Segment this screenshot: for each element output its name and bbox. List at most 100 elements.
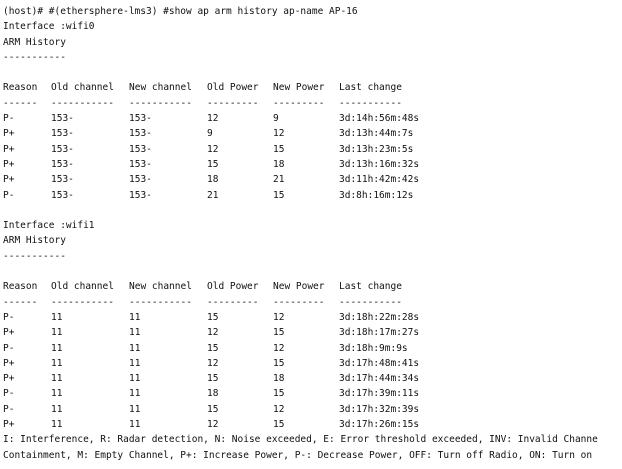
cell-old-power: 12 [207, 419, 219, 431]
table-row: P+ 153- 153- 12 15 3d:13h:23m:5s [3, 142, 622, 157]
cell-new-channel: 153- [129, 128, 152, 140]
cell-reason: P+ [3, 373, 15, 385]
header-old-channel: Old channel [51, 281, 114, 293]
cell-new-power: 15 [273, 419, 285, 431]
cell-reason: P- [3, 311, 15, 323]
cell-new-power: 15 [273, 388, 285, 400]
cell-last-change: 3d:13h:44m:7s [339, 128, 414, 140]
cell-last-change: 3d:14h:56m:48s [339, 113, 420, 125]
cell-last-change: 3d:18h:9m:9s [339, 342, 408, 354]
command-prompt-line: (host)# #(ethersphere-lms3) #show ap arm… [3, 6, 358, 17]
arm-history-underline: ----------- [3, 250, 66, 262]
cell-last-change: 3d:18h:22m:28s [339, 311, 420, 323]
cell-reason: P- [3, 403, 15, 415]
header-old-channel: Old channel [51, 82, 114, 94]
header-new-channel: New channel [129, 281, 192, 293]
cell-old-power: 12 [207, 357, 219, 369]
cell-old-channel: 153- [51, 113, 74, 125]
table-header-row: Reason Old channel New channel Old Power… [3, 80, 622, 95]
cell-last-change: 3d:8h:16m:12s [339, 189, 414, 201]
cell-last-change: 3d:13h:23m:5s [339, 143, 414, 155]
arm-history-underline: ----------- [3, 51, 66, 63]
arm-history-title: ARM History [3, 235, 66, 247]
interface-label: Interface :wifi1 [3, 220, 95, 232]
cell-last-change: 3d:17h:48m:41s [339, 357, 420, 369]
header-new-channel: New channel [129, 82, 192, 94]
cell-last-change: 3d:17h:26m:15s [339, 419, 420, 431]
divider-old-power: --------- [207, 97, 259, 109]
cell-old-power: 18 [207, 174, 219, 186]
table-row: P- 11 11 15 12 3d:18h:22m:28s [3, 310, 622, 325]
cell-new-power: 9 [273, 113, 279, 125]
header-old-power: Old Power [207, 82, 259, 94]
cell-reason: P+ [3, 143, 15, 155]
cell-reason: P+ [3, 419, 15, 431]
cell-new-power: 15 [273, 357, 285, 369]
table-header-row: Reason Old channel New channel Old Power… [3, 279, 622, 294]
blank-line [3, 65, 622, 80]
table-row: P- 11 11 15 12 3d:17h:32m:39s [3, 402, 622, 417]
cell-last-change: 3d:18h:17m:27s [339, 327, 420, 339]
table-divider-row: ------ ----------- ----------- ---------… [3, 96, 622, 111]
cell-new-channel: 11 [129, 419, 141, 431]
cell-last-change: 3d:17h:44m:34s [339, 373, 420, 385]
cell-new-channel: 11 [129, 311, 141, 323]
header-new-power: New Power [273, 82, 325, 94]
cell-old-channel: 11 [51, 311, 63, 323]
cell-old-channel: 11 [51, 342, 63, 354]
cell-new-power: 21 [273, 174, 285, 186]
cell-reason: P- [3, 342, 15, 354]
divider-reason: ------ [3, 296, 38, 308]
cell-old-power: 12 [207, 327, 219, 339]
table-row: P+ 153- 153- 18 21 3d:11h:42m:42s [3, 172, 622, 187]
cell-new-channel: 153- [129, 143, 152, 155]
cell-reason: P- [3, 113, 15, 125]
blank-line [3, 264, 622, 279]
cell-old-channel: 11 [51, 373, 63, 385]
interface-label: Interface :wifi0 [3, 21, 95, 33]
cell-old-channel: 11 [51, 327, 63, 339]
cell-old-power: 12 [207, 113, 219, 125]
table-row: P+ 11 11 12 15 3d:17h:48m:41s [3, 356, 622, 371]
blank-line [3, 203, 622, 218]
cell-new-channel: 11 [129, 342, 141, 354]
cell-new-channel: 153- [129, 189, 152, 201]
cell-last-change: 3d:13h:16m:32s [339, 158, 420, 170]
header-reason: Reason [3, 281, 38, 293]
cell-new-power: 12 [273, 128, 285, 140]
divider-new-channel: ----------- [129, 296, 192, 308]
cell-old-channel: 11 [51, 388, 63, 400]
cell-last-change: 3d:17h:39m:11s [339, 388, 420, 400]
cell-new-power: 18 [273, 158, 285, 170]
cell-new-power: 12 [273, 311, 285, 323]
arm-history-title: ARM History [3, 36, 66, 48]
divider-old-channel: ----------- [51, 296, 114, 308]
legend-line: I: Interference, R: Radar detection, N: … [3, 434, 598, 446]
cell-new-channel: 11 [129, 388, 141, 400]
cell-reason: P+ [3, 357, 15, 369]
cell-reason: P+ [3, 174, 15, 186]
reason-legend: I: Interference, R: Radar detection, N: … [3, 432, 622, 463]
legend-line: Containment, M: Empty Channel, P+: Incre… [3, 449, 593, 461]
table-row: P- 11 11 18 15 3d:17h:39m:11s [3, 386, 622, 401]
cell-old-channel: 153- [51, 174, 74, 186]
divider-new-channel: ----------- [129, 97, 192, 109]
divider-last-change: ----------- [339, 296, 402, 308]
cell-old-channel: 11 [51, 419, 63, 431]
cell-old-channel: 153- [51, 158, 74, 170]
cell-reason: P+ [3, 158, 15, 170]
divider-last-change: ----------- [339, 97, 402, 109]
cell-reason: P- [3, 189, 15, 201]
table-row: P+ 11 11 15 18 3d:17h:44m:34s [3, 371, 622, 386]
table-divider-row: ------ ----------- ----------- ---------… [3, 295, 622, 310]
cell-old-power: 18 [207, 388, 219, 400]
divider-old-channel: ----------- [51, 97, 114, 109]
cell-new-channel: 11 [129, 403, 141, 415]
cell-new-channel: 11 [129, 327, 141, 339]
table-row: P+ 11 11 12 15 3d:17h:26m:15s [3, 417, 622, 432]
cell-old-power: 15 [207, 311, 219, 323]
header-reason: Reason [3, 82, 38, 94]
divider-old-power: --------- [207, 296, 259, 308]
cell-old-channel: 11 [51, 357, 63, 369]
